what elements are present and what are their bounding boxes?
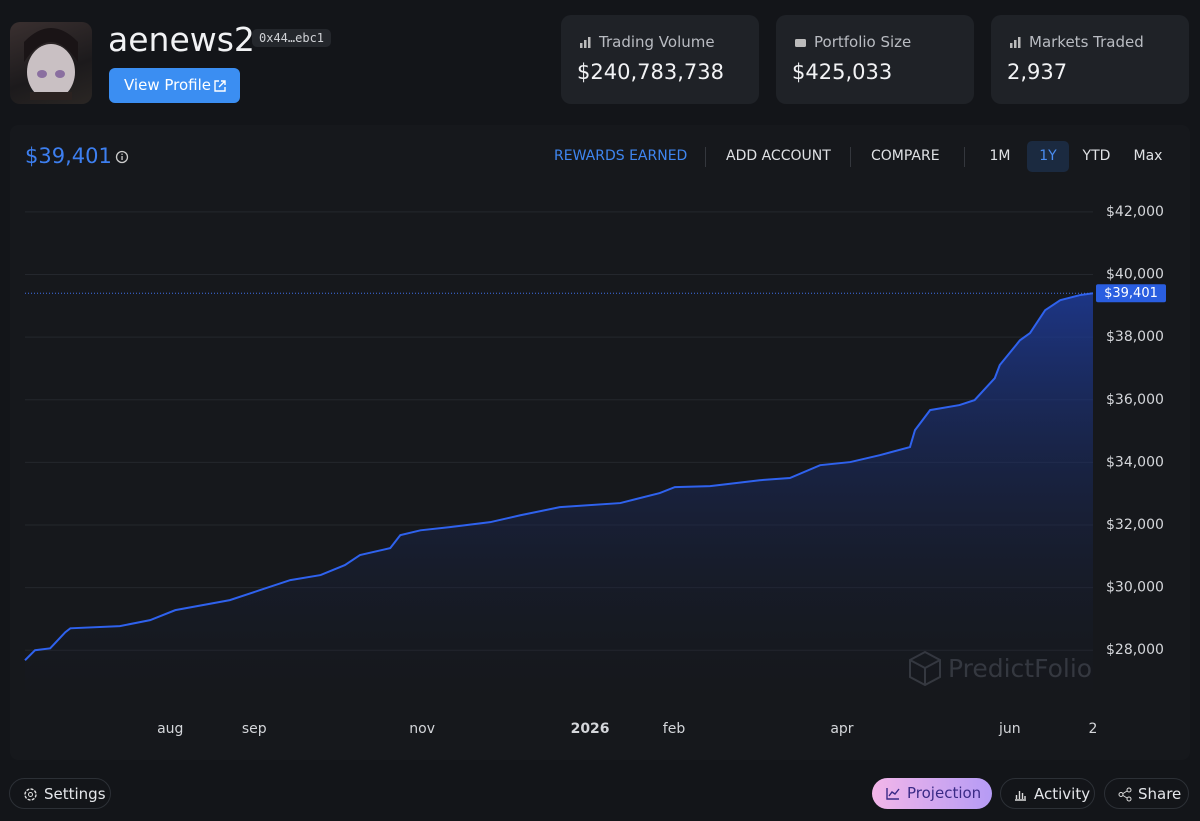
range-button[interactable]: YTD bbox=[1082, 148, 1111, 164]
username: aenews2 bbox=[108, 20, 255, 59]
x-tick-label: aug bbox=[157, 721, 183, 737]
range-button[interactable]: 1Y bbox=[1027, 141, 1069, 172]
area-fill bbox=[25, 293, 1093, 705]
stat-icon bbox=[795, 39, 806, 47]
separator bbox=[705, 147, 706, 167]
button-label: Activity bbox=[1034, 785, 1091, 803]
current-value: $39,401 bbox=[25, 144, 112, 168]
button-label: Projection bbox=[907, 784, 982, 802]
gear-icon bbox=[24, 788, 37, 801]
compare-tab[interactable]: COMPARE bbox=[871, 148, 940, 164]
y-tick-label: $38,000 bbox=[1106, 329, 1164, 345]
stat-label: Trading Volume bbox=[599, 33, 715, 51]
y-tick-label: $32,000 bbox=[1106, 517, 1164, 533]
y-tick-label: $40,000 bbox=[1106, 267, 1164, 283]
activity-icon bbox=[1015, 791, 1026, 801]
stat-value: 2,937 bbox=[1007, 60, 1068, 84]
rewards-tab[interactable]: REWARDS EARNED bbox=[554, 148, 688, 164]
trend-icon bbox=[886, 788, 900, 800]
y-tick-label: $30,000 bbox=[1106, 580, 1164, 596]
stat-card: Trading Volume $240,783,738 bbox=[561, 15, 759, 104]
x-tick-label: apr bbox=[830, 721, 853, 737]
y-tick-label: $34,000 bbox=[1106, 454, 1164, 470]
stat-value: $425,033 bbox=[792, 60, 893, 84]
y-tick-label: $28,000 bbox=[1106, 642, 1164, 658]
add-account-tab[interactable]: ADD ACCOUNT bbox=[726, 148, 831, 164]
range-button[interactable]: Max bbox=[1133, 148, 1163, 164]
address[interactable]: 0x44…ebc1 bbox=[252, 29, 332, 47]
stat-value: $240,783,738 bbox=[577, 60, 724, 84]
separator bbox=[850, 147, 851, 167]
external-icon bbox=[214, 80, 226, 92]
share-icon bbox=[1118, 787, 1132, 802]
avatar-art bbox=[24, 28, 78, 100]
x-tick-label: jun bbox=[998, 721, 1021, 737]
y-tick-label: $42,000 bbox=[1106, 204, 1164, 220]
stat-card: Markets Traded 2,937 bbox=[991, 15, 1189, 104]
stat-card: Portfolio Size $425,033 bbox=[776, 15, 974, 104]
x-tick-label: 2 bbox=[1089, 721, 1098, 737]
view-profile-button[interactable]: View Profile bbox=[109, 68, 240, 103]
chart: $28,000 $30,000 $32,000 $34,000 $36,000 $38,0… bbox=[24, 204, 1166, 737]
line bbox=[24, 292, 1094, 661]
separator bbox=[964, 147, 965, 167]
range-button[interactable]: 1M bbox=[989, 148, 1011, 164]
x-tick-label: sep bbox=[242, 721, 267, 737]
button-label: View Profile bbox=[124, 76, 212, 94]
share-button[interactable]: Share bbox=[1104, 778, 1189, 809]
button-label: Settings bbox=[44, 785, 106, 803]
stat-icon bbox=[580, 37, 591, 48]
reference-label: $39,401 bbox=[1104, 286, 1158, 301]
reference-badge bbox=[1096, 284, 1166, 303]
settings-button[interactable]: Settings bbox=[9, 778, 111, 809]
stat-label: Markets Traded bbox=[1029, 33, 1144, 51]
info-icon[interactable] bbox=[115, 150, 129, 164]
stat-icon bbox=[1010, 37, 1021, 48]
activity-button[interactable]: Activity bbox=[1000, 778, 1095, 809]
x-tick-label: feb bbox=[663, 721, 686, 737]
x-tick-label: 2026 bbox=[571, 721, 610, 737]
stat-label: Portfolio Size bbox=[814, 33, 912, 51]
button-label: Share bbox=[1138, 785, 1182, 803]
avatar[interactable] bbox=[10, 22, 92, 104]
x-tick-label: nov bbox=[409, 721, 435, 737]
projection-button[interactable]: Projection bbox=[872, 778, 992, 809]
y-tick-label: $36,000 bbox=[1106, 392, 1164, 408]
